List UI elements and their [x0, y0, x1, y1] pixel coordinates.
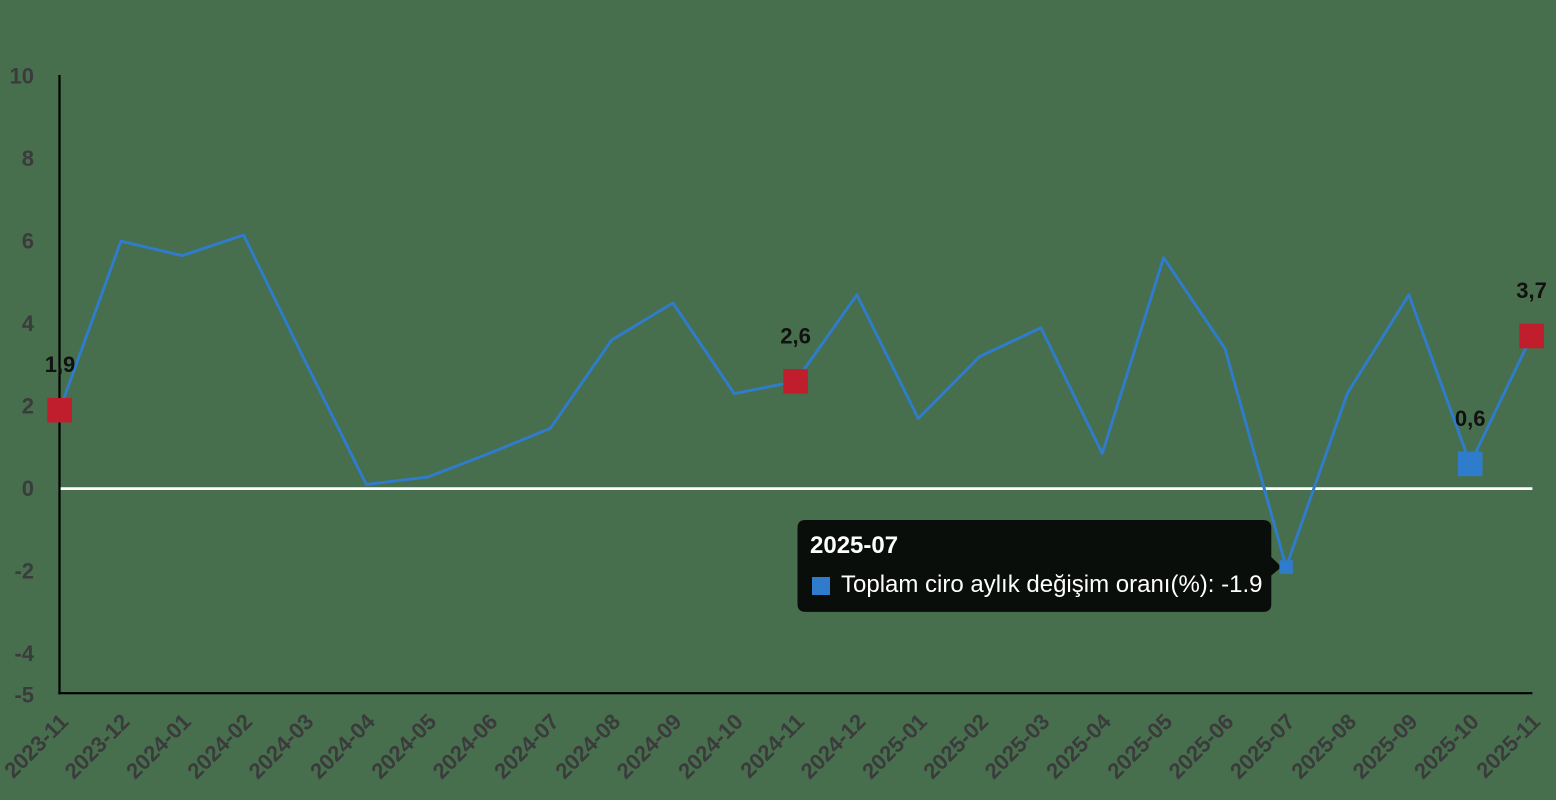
svg-text:-4: -4 [14, 641, 34, 666]
svg-text:2025-07: 2025-07 [810, 532, 898, 559]
svg-text:2,6: 2,6 [780, 323, 811, 348]
svg-text:4: 4 [22, 311, 35, 336]
svg-text:1,9: 1,9 [45, 352, 76, 377]
svg-text:Toplam ciro aylık değişim oran: Toplam ciro aylık değişim oranı(%): -1.9 [841, 571, 1262, 598]
svg-text:0,6: 0,6 [1455, 406, 1486, 431]
svg-text:10: 10 [10, 64, 34, 89]
svg-text:2: 2 [22, 394, 34, 419]
svg-text:-5: -5 [14, 682, 34, 707]
svg-text:-2: -2 [14, 559, 34, 584]
svg-text:3,7: 3,7 [1516, 278, 1547, 303]
svg-text:8: 8 [22, 146, 34, 171]
svg-text:6: 6 [22, 229, 34, 254]
svg-text:0: 0 [22, 476, 34, 501]
